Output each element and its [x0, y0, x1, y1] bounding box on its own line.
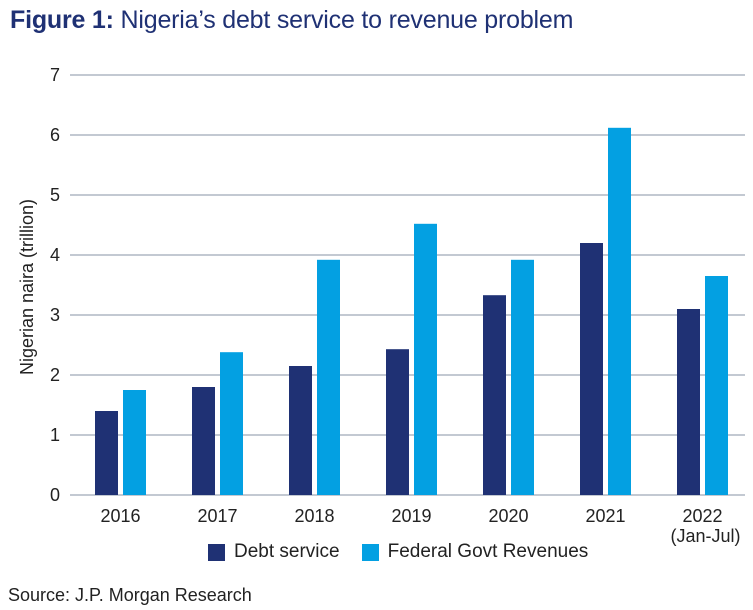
legend-label-debt-service: Debt service: [234, 541, 340, 562]
bar-debt-service-2018: [289, 366, 312, 495]
y-axis-label: Nigerian naira (trillion): [17, 199, 37, 375]
chart-title-text: Nigeria’s debt service to revenue proble…: [113, 6, 574, 34]
bar-revenues-2017: [220, 352, 243, 495]
bar-revenues-2016: [123, 390, 146, 495]
y-tick-label: 1: [50, 425, 60, 445]
bar-revenues-2018: [317, 259, 340, 495]
y-tick-label: 2: [50, 365, 60, 385]
legend-item-debt-service: Debt service: [208, 541, 340, 563]
bar-revenues-2021: [608, 127, 631, 496]
y-tick-label: 0: [50, 485, 60, 505]
bars: [95, 127, 728, 496]
bar-debt-service-2016: [95, 411, 118, 495]
legend-item-revenues: Federal Govt Revenues: [361, 541, 589, 563]
bar-debt-service-2020: [483, 295, 506, 495]
x-tick-label: 2019: [391, 506, 431, 526]
y-tick-label: 7: [50, 65, 60, 85]
bar-debt-service-2017: [192, 387, 215, 495]
y-tick-label: 6: [50, 125, 60, 145]
x-tick-label: 2017: [197, 506, 237, 526]
bar-revenues-2022: [705, 276, 728, 495]
x-tick-label: 2018: [294, 506, 334, 526]
x-tick-label: 2021: [585, 506, 625, 526]
x-axis-ticks: 2016 2017 2018 2019 2020 2021 2022(Jan-Jul): [100, 506, 740, 546]
chart-title: Figure 1: Nigeria’s debt service to reve…: [10, 6, 573, 35]
y-tick-label: 4: [50, 245, 60, 265]
bar-revenues-2019: [414, 223, 437, 496]
legend-swatch-revenues: [361, 543, 379, 561]
chart-title-prefix: Figure 1:: [10, 6, 114, 34]
x-tick-label: 2016: [100, 506, 140, 526]
bar-debt-service-2021: [580, 243, 603, 495]
y-tick-label: 3: [50, 305, 60, 325]
y-tick-label: 5: [50, 185, 60, 205]
x-tick-label: 2020: [488, 506, 528, 526]
legend: Debt service Federal Govt Revenues: [208, 541, 610, 563]
x-tick-sublabel: (Jan-Jul): [670, 526, 740, 546]
bar-debt-service-2022: [677, 309, 700, 495]
y-axis-ticks: 0 1 2 3 4 5 6 7: [50, 65, 60, 505]
bar-revenues-2020: [511, 259, 534, 495]
legend-label-revenues: Federal Govt Revenues: [387, 541, 589, 562]
source-note: Source: J.P. Morgan Research: [8, 585, 252, 605]
legend-swatch-debt-service: [208, 543, 225, 561]
bar-debt-service-2019: [386, 349, 409, 495]
x-tick-label: 2022: [682, 506, 722, 526]
